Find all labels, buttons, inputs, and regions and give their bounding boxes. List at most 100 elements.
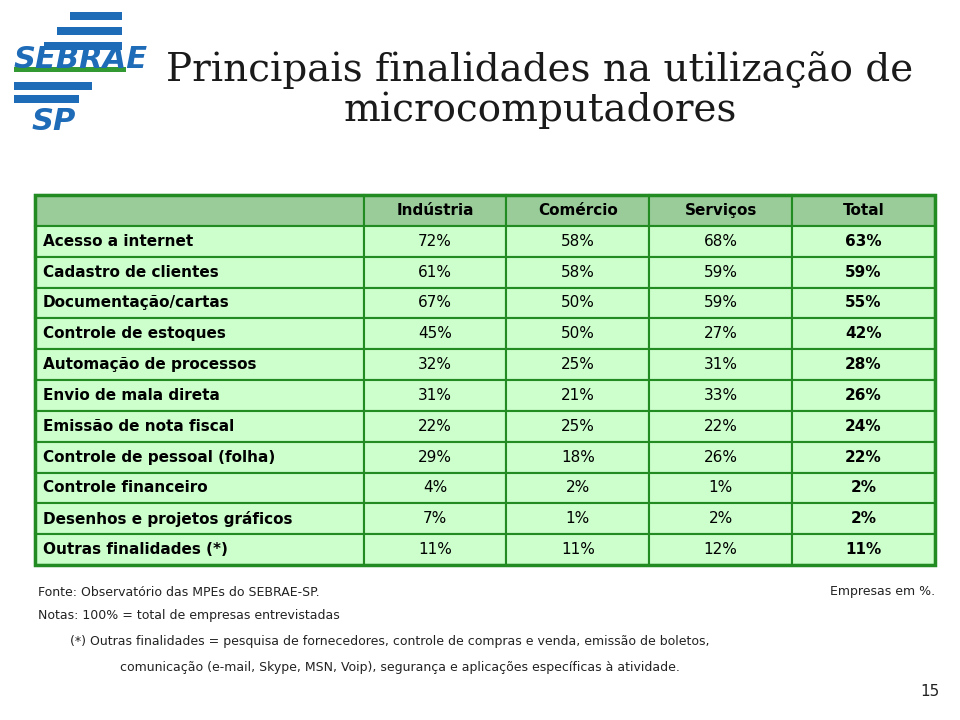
Bar [364, 349, 506, 380]
Text: 28%: 28% [845, 357, 882, 372]
Bar [792, 195, 935, 226]
Bar [792, 411, 935, 441]
Bar [506, 411, 649, 441]
Bar [35, 256, 364, 287]
Text: 21%: 21% [561, 388, 595, 403]
Text: Envio de mala direta: Envio de mala direta [43, 388, 220, 403]
Bar [364, 441, 506, 472]
Bar [35, 534, 364, 565]
Text: Outras finalidades (*): Outras finalidades (*) [43, 542, 228, 557]
Bar [364, 534, 506, 565]
Text: (*) Outras finalidades = pesquisa de fornecedores, controle de compras e venda, : (*) Outras finalidades = pesquisa de for… [70, 636, 709, 649]
Text: 11%: 11% [418, 542, 452, 557]
Text: comunicação (e-mail, Skype, MSN, Voip), segurança e aplicações específicas à ati: comunicação (e-mail, Skype, MSN, Voip), … [120, 662, 680, 675]
Bar [35, 195, 364, 226]
Text: 12%: 12% [704, 542, 737, 557]
Text: 7%: 7% [422, 511, 447, 526]
Text: 50%: 50% [561, 295, 595, 310]
Text: 29%: 29% [418, 449, 452, 464]
Text: SP: SP [32, 107, 77, 137]
Bar [506, 226, 649, 256]
Bar [35, 349, 364, 380]
Bar [35, 472, 364, 503]
Bar [792, 472, 935, 503]
Text: 68%: 68% [704, 234, 737, 248]
Text: Empresas em %.: Empresas em %. [829, 585, 935, 598]
Bar [792, 349, 935, 380]
Bar [792, 441, 935, 472]
Text: 26%: 26% [704, 449, 737, 464]
Text: 59%: 59% [846, 264, 882, 279]
Text: Cadastro de clientes: Cadastro de clientes [43, 264, 219, 279]
Text: 4%: 4% [422, 480, 447, 495]
Bar [364, 318, 506, 349]
Bar [364, 287, 506, 318]
Text: 22%: 22% [418, 419, 452, 433]
Bar [506, 318, 649, 349]
Text: 61%: 61% [418, 264, 452, 279]
Text: 11%: 11% [561, 542, 595, 557]
Text: 31%: 31% [704, 357, 737, 372]
Bar [35, 503, 364, 534]
Text: 18%: 18% [561, 449, 595, 464]
Bar [35, 441, 364, 472]
Bar [792, 534, 935, 565]
Text: Acesso a internet: Acesso a internet [43, 234, 193, 248]
Bar [792, 256, 935, 287]
Text: 26%: 26% [845, 388, 882, 403]
Text: Total: Total [843, 203, 884, 218]
Bar [364, 472, 506, 503]
Text: 55%: 55% [846, 295, 882, 310]
Text: 72%: 72% [418, 234, 452, 248]
Text: Desenhos e projetos gráficos: Desenhos e projetos gráficos [43, 510, 293, 527]
Text: 15: 15 [921, 685, 940, 700]
Text: Controle de pessoal (folha): Controle de pessoal (folha) [43, 449, 276, 464]
Bar [649, 226, 792, 256]
Text: 2%: 2% [565, 480, 590, 495]
Text: Emissão de nota fiscal: Emissão de nota fiscal [43, 419, 234, 433]
Text: Comércio: Comércio [538, 203, 617, 218]
Bar [35, 195, 935, 565]
Bar [506, 503, 649, 534]
Text: 59%: 59% [704, 264, 737, 279]
Text: Controle financeiro: Controle financeiro [43, 480, 207, 495]
Bar [506, 195, 649, 226]
Text: 63%: 63% [845, 234, 882, 248]
Bar [14, 82, 92, 90]
Bar [649, 349, 792, 380]
Bar [35, 318, 364, 349]
Text: 58%: 58% [561, 234, 595, 248]
Bar [792, 287, 935, 318]
Text: Fonte: Observatório das MPEs do SEBRAE-SP.: Fonte: Observatório das MPEs do SEBRAE-S… [38, 585, 320, 598]
Text: 25%: 25% [561, 357, 595, 372]
Bar [14, 95, 79, 103]
Text: 42%: 42% [845, 326, 882, 341]
Bar [649, 195, 792, 226]
Text: microcomputadores: microcomputadores [344, 91, 736, 129]
Bar [649, 411, 792, 441]
Bar [792, 226, 935, 256]
Bar [35, 411, 364, 441]
Text: 58%: 58% [561, 264, 595, 279]
Bar [35, 380, 364, 411]
Bar [649, 287, 792, 318]
Text: SEBRAE: SEBRAE [14, 45, 148, 74]
Bar [649, 318, 792, 349]
Text: Controle de estoques: Controle de estoques [43, 326, 226, 341]
Bar [506, 472, 649, 503]
Bar [649, 503, 792, 534]
Text: 1%: 1% [708, 480, 732, 495]
Text: 1%: 1% [565, 511, 590, 526]
Bar [506, 380, 649, 411]
Text: 27%: 27% [704, 326, 737, 341]
Text: 59%: 59% [704, 295, 737, 310]
Bar [506, 256, 649, 287]
Bar [649, 472, 792, 503]
Text: 25%: 25% [561, 419, 595, 433]
Text: 50%: 50% [561, 326, 595, 341]
Bar [792, 503, 935, 534]
Text: Principais finalidades na utilização de: Principais finalidades na utilização de [166, 51, 914, 89]
Bar [35, 226, 364, 256]
Bar [35, 287, 364, 318]
Text: 2%: 2% [851, 511, 876, 526]
